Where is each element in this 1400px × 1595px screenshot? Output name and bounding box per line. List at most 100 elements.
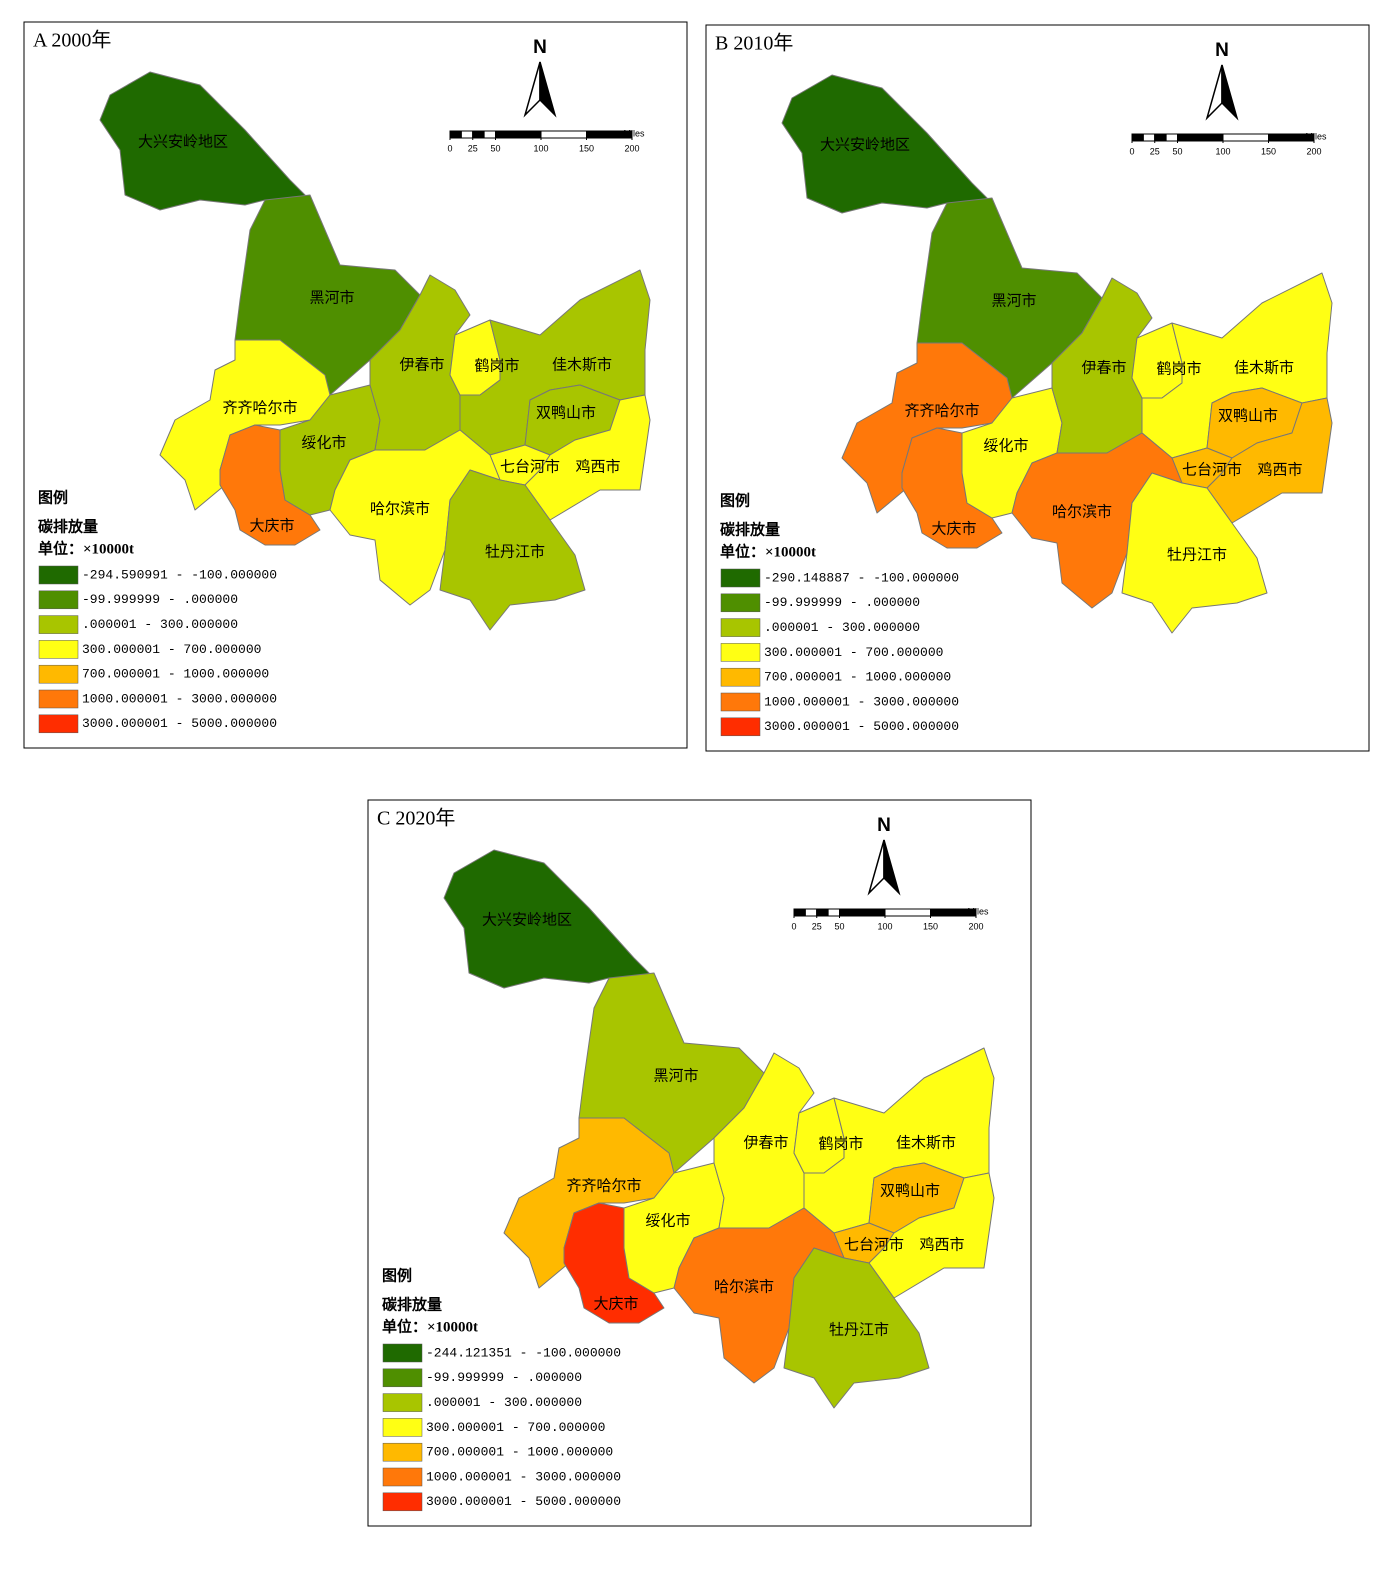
- region-label: 绥化市: [645, 1212, 690, 1230]
- region-label: 大庆市: [593, 1295, 638, 1313]
- region: [783, 1247, 930, 1409]
- region-label: 黑河市: [653, 1067, 698, 1085]
- legend-label: .000001 - 300.000000: [764, 620, 920, 635]
- region-label: 佳木斯市: [896, 1134, 956, 1152]
- north-label: N: [533, 37, 547, 58]
- panel-title: C 2020年: [377, 807, 455, 830]
- region-label: 鸡西市: [919, 1236, 964, 1254]
- scale-label: 0: [447, 143, 452, 153]
- panel-title: A 2000年: [33, 29, 111, 52]
- region-label: 鹤岗市: [1156, 360, 1201, 378]
- legend-swatch: [38, 714, 79, 734]
- legend-title: 图例: [720, 491, 750, 509]
- scale-label: 0: [1129, 146, 1134, 156]
- legend-label: 700.000001 - 1000.000000: [426, 1445, 613, 1460]
- region: [443, 849, 655, 989]
- panel-title: B 2010年: [715, 32, 793, 55]
- region-label: 鸡西市: [1257, 461, 1302, 479]
- scale-label: 200: [624, 143, 639, 153]
- scale-bar-segment: [793, 908, 806, 917]
- region-label: 七台河市: [500, 458, 560, 476]
- scale-label: 150: [579, 143, 594, 153]
- region: [868, 1172, 995, 1299]
- scale-label: 50: [834, 921, 844, 931]
- legend-unit: 单位：×10000t: [720, 542, 816, 560]
- region: [99, 71, 311, 211]
- scale-label: 50: [490, 143, 500, 153]
- legend-swatch: [720, 618, 761, 637]
- scale-bar-segment: [827, 908, 840, 917]
- scale-unit: Miles: [1305, 131, 1327, 141]
- scale-bar-segment: [495, 130, 542, 139]
- region-label: 大兴安岭地区: [138, 133, 228, 151]
- region-label: 黑河市: [309, 289, 354, 307]
- legend-label: -294.590991 - -100.000000: [82, 567, 277, 582]
- legend-swatch: [720, 593, 761, 613]
- region-label: 伊春市: [1081, 359, 1126, 377]
- legend-label: 3000.000001 - 5000.000000: [426, 1494, 621, 1509]
- legend-label: 3000.000001 - 5000.000000: [764, 719, 959, 734]
- region: [781, 74, 993, 214]
- scale-bar-segment: [540, 130, 587, 139]
- north-arrow: [539, 61, 557, 118]
- legend-unit: 单位：×10000t: [38, 539, 134, 557]
- legend-swatch: [382, 1343, 423, 1363]
- legend-label: 700.000001 - 1000.000000: [764, 670, 951, 685]
- legend-swatch: [38, 565, 79, 585]
- legend-swatch: [382, 1442, 423, 1462]
- legend-swatch: [720, 667, 761, 687]
- region-label: 佳木斯市: [1234, 359, 1294, 377]
- region-label: 大兴安岭地区: [482, 911, 572, 929]
- scale-bar-segment: [884, 908, 931, 917]
- region-label: 双鸭山市: [1218, 407, 1278, 425]
- region-label: 鹤岗市: [818, 1135, 863, 1153]
- legend-title: 图例: [382, 1266, 412, 1284]
- legend-subtitle: 碳排放量: [720, 520, 780, 538]
- scale-bar-segment: [1142, 133, 1156, 142]
- north-label: N: [1215, 40, 1229, 61]
- scale-bar-segment: [472, 130, 485, 139]
- scale-bar-segment: [483, 130, 496, 139]
- legend-swatch: [720, 717, 761, 737]
- legend-label: 1000.000001 - 3000.000000: [764, 694, 959, 709]
- legend-unit: 单位：×10000t: [382, 1317, 478, 1335]
- region-label: 七台河市: [1182, 461, 1242, 479]
- region-label: 双鸭山市: [880, 1182, 940, 1200]
- scale-unit: Miles: [623, 128, 645, 138]
- scale-bar-segment: [839, 908, 886, 917]
- region-label: 齐齐哈尔市: [566, 1177, 641, 1195]
- north-label: N: [877, 815, 891, 836]
- scale-label: 25: [468, 143, 478, 153]
- legend-swatch: [382, 1467, 423, 1487]
- scale-label: 200: [968, 921, 983, 931]
- scale-bar-segment: [1131, 133, 1144, 142]
- legend-label: .000001 - 300.000000: [426, 1395, 582, 1410]
- legend-swatch: [38, 689, 79, 709]
- legend-label: .000001 - 300.000000: [82, 617, 238, 632]
- region-label: 佳木斯市: [552, 356, 612, 374]
- scale-unit: Miles: [967, 906, 989, 916]
- legend-label: 300.000001 - 700.000000: [82, 642, 261, 657]
- legend-label: 1000.000001 - 3000.000000: [426, 1469, 621, 1484]
- scale-label: 50: [1172, 146, 1182, 156]
- region: [524, 394, 651, 521]
- scale-bar-segment: [460, 130, 474, 139]
- legend-swatch: [720, 568, 761, 588]
- region-label: 大兴安岭地区: [820, 136, 910, 154]
- region-label: 鸡西市: [575, 458, 620, 476]
- legend-swatch: [382, 1368, 423, 1388]
- scale-label: 200: [1306, 146, 1321, 156]
- legend-label: -99.999999 - .000000: [426, 1370, 582, 1385]
- scale-bar-segment: [1222, 133, 1269, 142]
- scale-label: 100: [533, 143, 548, 153]
- region-label: 牡丹江市: [829, 1321, 889, 1339]
- legend-swatch: [720, 643, 761, 662]
- north-arrow: [1221, 64, 1239, 121]
- region-label: 七台河市: [844, 1236, 904, 1254]
- region-label: 黑河市: [991, 292, 1036, 310]
- legend-label: -99.999999 - .000000: [764, 595, 920, 610]
- scale-label: 100: [1215, 146, 1230, 156]
